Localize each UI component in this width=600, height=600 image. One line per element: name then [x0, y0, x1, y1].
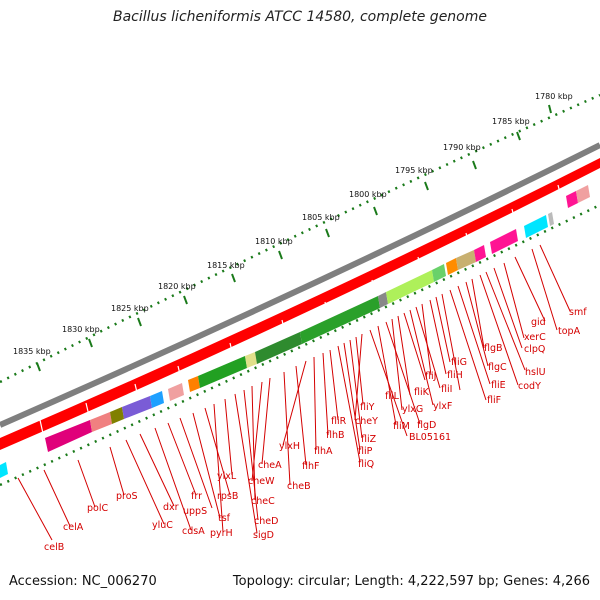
gene-labels: smf topA gid xerC clpQ hslU codY flgB fl… — [44, 307, 587, 553]
map-title: Bacillus licheniformis ATCC 14580, compl… — [113, 9, 487, 25]
cog-color-band — [0, 185, 590, 478]
gene-label-gid: gid — [531, 317, 546, 328]
gene-label-fliL: fliL — [385, 391, 400, 402]
gene-label-cdsA: cdsA — [182, 526, 205, 537]
gene-label-flgD: flgD — [417, 420, 436, 431]
ruler-major-ticks — [36, 104, 552, 372]
gene-label-cheB: cheB — [287, 481, 311, 492]
gene-label-fliE: fliE — [491, 380, 506, 391]
gene-label-clpQ: clpQ — [524, 344, 545, 355]
gene-label-celA: celA — [63, 522, 84, 533]
forward-strand-genes — [0, 158, 600, 450]
ruler-label-1805: 1805 kbp — [302, 213, 340, 222]
gene-label-topA: topA — [558, 326, 581, 337]
gene-label-cheA: cheA — [258, 460, 282, 471]
gene-label-uppS: uppS — [183, 506, 207, 517]
gene-label-hslU: hslU — [525, 367, 546, 378]
gene-label-ylxF: ylxF — [433, 401, 452, 412]
gene-label-yluC: yluC — [152, 520, 173, 531]
gene-label-fliY: fliY — [360, 402, 375, 413]
ruler-label-1835: 1835 kbp — [13, 347, 51, 356]
gene-label-flgC: flgC — [488, 362, 507, 373]
gene-label-fliK: fliK — [414, 387, 430, 398]
gene-label-flhB: flhB — [326, 430, 345, 441]
gene-label-flhF: flhF — [302, 461, 319, 472]
gene-label-proS: proS — [116, 491, 138, 502]
gene-label-flgB: flgB — [484, 343, 503, 354]
gene-label-fliG: fliG — [451, 357, 467, 368]
gene-label-fliH: fliH — [447, 370, 463, 381]
ruler-label-1820: 1820 kbp — [158, 282, 196, 291]
gene-label-fliJ: fliJ — [425, 371, 436, 382]
gene-label-polC: polC — [87, 503, 108, 514]
ruler-label-1790: 1790 kbp — [443, 143, 481, 152]
gene-label-xerC: xerC — [524, 332, 546, 343]
ruler-label-1785: 1785 kbp — [492, 117, 530, 126]
gene-label-sigD: sigD — [253, 530, 274, 541]
gene-label-cheW: cheW — [248, 476, 275, 487]
gene-label-fliI: fliI — [441, 384, 452, 395]
gene-label-smf: smf — [569, 307, 587, 318]
ruler-label-1815: 1815 kbp — [207, 261, 245, 270]
genome-summary-text: Topology: circular; Length: 4,222,597 bp… — [232, 574, 590, 589]
label-leader-lines — [17, 244, 571, 541]
gene-label-BL05161: BL05161 — [409, 432, 451, 443]
forward-gene-separators — [39, 184, 563, 439]
gene-label-cheD: cheD — [254, 516, 278, 527]
gene-label-fliF: fliF — [487, 395, 501, 406]
gene-label-fliP: fliP — [358, 446, 373, 457]
gene-label-ylxG: ylxG — [402, 404, 423, 415]
gene-label-cheC: cheC — [251, 496, 275, 507]
gene-label-ylxL: ylxL — [217, 471, 237, 482]
ruler-label-1810: 1810 kbp — [255, 237, 293, 246]
accession-text: Accession: NC_006270 — [9, 574, 157, 589]
gene-label-celB: celB — [44, 542, 64, 553]
ruler-label-1825: 1825 kbp — [111, 304, 149, 313]
gene-label-fliM: fliM — [393, 421, 410, 432]
gene-label-cheY: cheY — [355, 416, 378, 427]
gene-label-codY: codY — [518, 381, 541, 392]
gene-label-tsf: tsf — [218, 513, 231, 524]
gene-label-ylxH: ylxH — [279, 441, 300, 452]
gene-label-fliQ: fliQ — [358, 459, 374, 470]
gene-label-pyrH: pyrH — [210, 528, 233, 539]
gene-label-rpsB: rpsB — [217, 491, 238, 502]
ruler-labels: 1780 kbp 1785 kbp 1790 kbp 1795 kbp 1800… — [13, 92, 573, 356]
ruler-label-1830: 1830 kbp — [62, 325, 100, 334]
ruler-label-1800: 1800 kbp — [349, 190, 387, 199]
ruler-label-1795: 1795 kbp — [395, 166, 433, 175]
gene-label-flhA: flhA — [314, 446, 333, 457]
gene-label-frr: frr — [191, 491, 202, 502]
gene-label-fliZ: fliZ — [361, 434, 377, 445]
gene-label-fliR: fliR — [331, 416, 347, 427]
genome-backbone — [0, 142, 600, 428]
ruler-label-1780: 1780 kbp — [535, 92, 573, 101]
gene-label-dxr: dxr — [163, 502, 179, 513]
